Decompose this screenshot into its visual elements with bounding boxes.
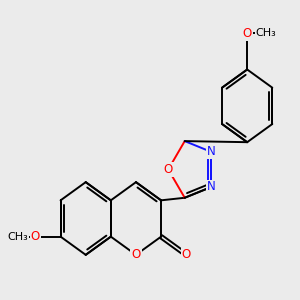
Text: CH₃: CH₃ (256, 28, 276, 38)
Text: O: O (243, 27, 252, 40)
Text: O: O (164, 163, 173, 176)
Text: O: O (131, 248, 141, 261)
Text: CH₃: CH₃ (8, 232, 29, 242)
Text: N: N (207, 146, 216, 158)
Text: O: O (182, 248, 191, 261)
Text: O: O (31, 230, 40, 243)
Text: N: N (207, 181, 216, 194)
